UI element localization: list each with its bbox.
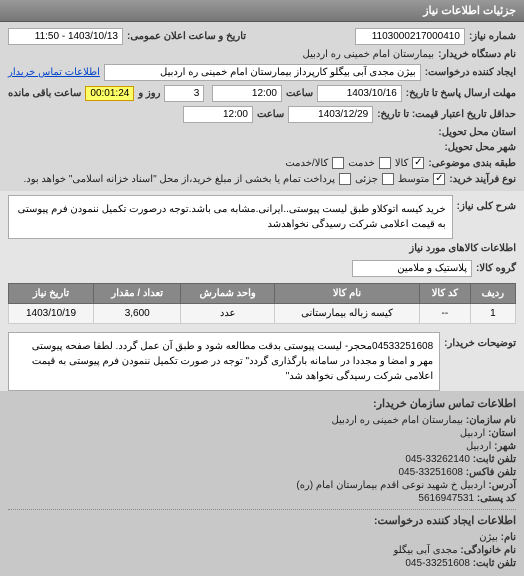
name-label: نام: [501,532,516,543]
independent-checkbox[interactable] [382,173,394,185]
announce-datetime-input[interactable]: 1403/10/13 - 11:50 [8,28,123,45]
phone2-label: تلفن ثابت: [473,558,516,569]
buyer-device-label: نام دستگاه خریدار: [438,49,516,60]
col-code: کد کالا [419,284,470,304]
both-checkbox[interactable] [332,157,344,169]
form-section: شماره نیاز: 1103000217000410 تاریخ و ساع… [0,22,524,191]
buyer-device-value: بیمارستان امام خمینی ره اردبیل [303,49,435,60]
need-number-input[interactable]: 1103000217000410 [355,28,465,45]
category-label: طبقه بندی موضوعی: [428,158,516,169]
family-value: مجدی آبی بیگلو [393,545,457,556]
items-table: ردیف کد کالا نام کالا واحد شمارش تعداد /… [8,283,516,324]
goods-checkbox[interactable] [412,157,424,169]
cell-code: -- [419,304,470,324]
cell-date: 1403/10/19 [9,304,94,324]
cell-name: کیسه زباله بیمارستانی [275,304,420,324]
remaining-timer: 00:01:24 [85,86,134,101]
table-row: 1 -- کیسه زباله بیمارستانی عدد 3,600 140… [9,304,516,324]
remaining-label: ساعت باقی مانده [8,88,81,99]
contact-section: اطلاعات تماس سازمان خریدار: نام سازمان: … [0,391,524,576]
family-label: نام خانوادگی: [460,545,516,556]
process-note-checkbox[interactable] [339,173,351,185]
header-title: جزئیات اطلاعات نیاز [423,5,516,17]
service-checkbox[interactable] [379,157,391,169]
process-label: نوع فرآیند خرید: [449,174,516,185]
group-label: گروه کالا: [476,263,516,274]
min-valid-label: حداقل تاریخ اعتبار قیمت: تا تاریخ: [377,109,516,120]
postal-label: کد پستی: [477,493,516,504]
postal-value: 5616947531 [418,493,474,504]
divider [8,509,516,510]
name-value: بیژن [479,532,498,543]
col-qty: تعداد / مقدار [94,284,181,304]
org-name-value: بیمارستان امام خمینی ره اردبیل [332,415,464,426]
contact-link[interactable]: اطلاعات تماس خریدار [8,67,100,78]
fax-value: 33251608-045 [398,467,463,478]
phone-value: 33262140-045 [405,454,470,465]
goods-label: کالا [395,158,409,169]
independent-label: جزئی [355,174,378,185]
joint-label: متوسط [398,174,429,185]
shared-key-label: شرح کلی نیاز: [457,195,516,212]
province-label: استان: [488,428,516,439]
service-label: خدمت [348,158,375,169]
request-creator-input[interactable]: بیژن مجدی آبی بیگلو کارپرداز بیمارستان ا… [104,64,421,81]
request-create-label: ایجاد کننده درخواست: [425,67,516,78]
deadline-date-input[interactable]: 1403/10/16 [317,85,402,102]
col-unit: واحد شمارش [181,284,275,304]
process-note: پرداخت تمام یا بخشی از مبلغ خرید،از محل … [23,174,335,185]
cell-row: 1 [470,304,515,324]
city-value: اردبیل [466,441,491,452]
joint-checkbox[interactable] [433,173,445,185]
time-label-1: ساعت [286,88,313,99]
province-value: اردبیل [460,428,485,439]
exec-city-label: شهر محل تحویل: [444,142,516,153]
col-row: ردیف [470,284,515,304]
city-label: شهر: [494,441,516,452]
shared-key-box: خرید کیسه اتوکلاو طبق لیست پیوستی..ایران… [8,195,453,239]
contact-header-2: اطلاعات ایجاد کننده درخواست: [8,514,516,531]
min-valid-time-input[interactable]: 12:00 [183,106,253,123]
buyer-desc-label: توضیحات خریدار: [444,332,516,349]
need-number-label: شماره نیاز: [469,31,516,42]
group-input[interactable]: پلاستیک و ملامین [352,260,472,277]
address-label: آدرس: [488,480,516,491]
time-label-2: ساعت [257,109,284,120]
address-value: اردبیل خ شهید نوعی اقدم بیمارستان امام (… [296,480,485,491]
announce-datetime-label: تاریخ و ساعت اعلان عمومی: [127,31,246,42]
days-label: روز و [138,88,160,99]
contact-header-1: اطلاعات تماس سازمان خریدار: [8,397,516,414]
org-name-label: نام سازمان: [466,415,516,426]
days-input[interactable]: 3 [164,85,204,102]
phone-label: تلفن ثابت: [473,454,516,465]
col-name: نام کالا [275,284,420,304]
buyer-desc-text: 04533251608محجر- لیست پیوستی بدقت مطالعه… [32,341,433,382]
cell-unit: عدد [181,304,275,324]
deadline-time-input[interactable]: 12:00 [212,85,282,102]
deadline-label: مهلت ارسال پاسخ تا تاریخ: [406,88,516,99]
buyer-desc-box: 04533251608محجر- لیست پیوستی بدقت مطالعه… [8,332,440,391]
fax-label: تلفن فاکس: [466,467,516,478]
page-header: جزئیات اطلاعات نیاز [0,0,524,22]
col-date: تاریخ نیاز [9,284,94,304]
min-valid-date-input[interactable]: 1403/12/29 [288,106,373,123]
shared-key-text: خرید کیسه اتوکلاو طبق لیست پیوستی..ایران… [18,204,446,230]
cell-qty: 3,600 [94,304,181,324]
exec-province-label: استان محل تحویل: [438,127,516,138]
both-label: کالا/خدمت [285,158,328,169]
items-section-title: اطلاعات کالاهای مورد نیاز [0,239,524,258]
phone2-value: 33251608-045 [405,558,470,569]
